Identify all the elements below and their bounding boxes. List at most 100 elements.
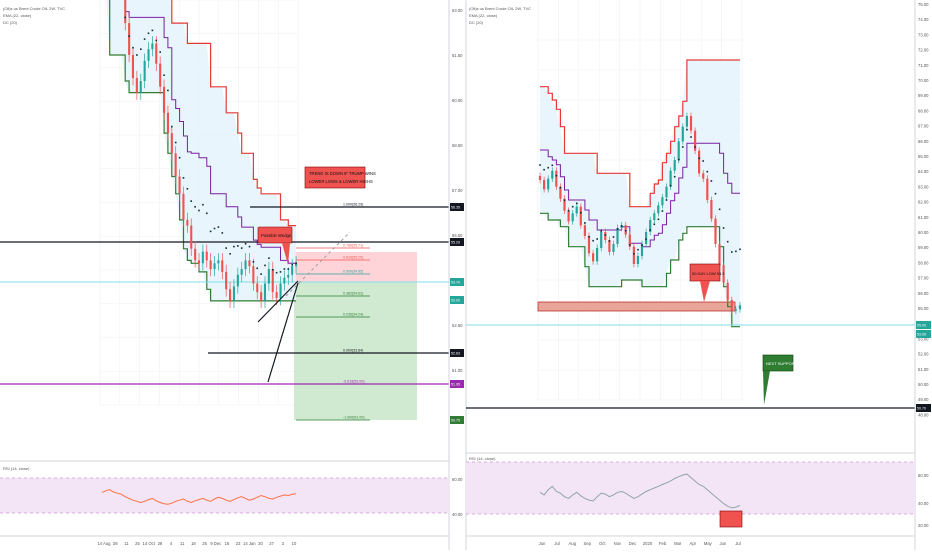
ema-dot	[584, 222, 586, 224]
time-tick-label: Oct	[599, 541, 606, 546]
candle-body	[248, 260, 251, 267]
time-tick-label: 25	[135, 541, 140, 546]
candle-body	[178, 176, 181, 194]
price-tick-label: 71.00	[918, 63, 929, 68]
candle-body	[718, 244, 721, 266]
lower-band-line	[540, 212, 740, 328]
ema-dot	[641, 244, 643, 247]
candle-body	[232, 286, 235, 301]
ema-dot	[272, 269, 274, 271]
right-chart-pane[interactable]: 50 DAY LOW 53.5 NEXT SUPPORT (Oil)s us B…	[466, 0, 931, 550]
resistance-note[interactable]: 50 DAY LOW 53.5	[689, 263, 725, 302]
candle-body	[155, 43, 158, 64]
ema-dot	[275, 271, 278, 274]
time-tick-label: 28	[113, 541, 118, 546]
ema-dot	[143, 38, 146, 40]
price-tag-label: 55.29	[451, 241, 460, 245]
candle-body	[616, 228, 619, 244]
candle-body	[151, 43, 154, 50]
ema-dot	[268, 257, 270, 259]
support-note[interactable]: NEXT SUPPORT	[762, 354, 798, 405]
candle-body	[640, 244, 644, 256]
target-zone	[294, 282, 417, 420]
candle-body	[710, 200, 713, 219]
left-rsi-band	[0, 478, 449, 513]
ema-dot	[155, 39, 158, 42]
ema-dot	[178, 156, 181, 159]
stop-loss-zone	[294, 252, 417, 282]
left-time-axis[interactable]: 14 Aug 28 11 25 14 Oct 28 4 11 18 25 9 Dec 16 23 14 J…	[97, 541, 297, 546]
left-rsi-legend: RSI (14, close)	[3, 466, 30, 471]
candle-body	[143, 60, 146, 81]
price-tick-label: 63.00	[918, 184, 929, 189]
ema-dot	[140, 48, 142, 50]
time-tick-label: Aug	[568, 541, 576, 546]
price-tick-label: 57.00	[452, 188, 463, 193]
price-tick-label: 68.00	[918, 108, 929, 113]
price-tag-box	[450, 278, 464, 286]
wedge-flag[interactable]: Possible Wedge	[257, 226, 293, 265]
left-legend: (Oil)s us Brent Crude OIL 2W, TVC EMA (2…	[3, 6, 65, 25]
ema-dot	[551, 164, 554, 167]
candle-body	[608, 240, 611, 252]
ema-dot	[124, 16, 126, 19]
ema-dot	[209, 230, 212, 233]
price-tick-label: 55.50	[452, 233, 463, 238]
ema-dot	[633, 252, 635, 255]
candle-body	[174, 153, 177, 177]
ema-dot	[167, 89, 169, 92]
ema-dot	[213, 227, 216, 230]
ema-dot	[287, 268, 290, 270]
ema-dot	[726, 240, 729, 243]
price-tick-label: 48.00	[918, 412, 929, 417]
ema-dot	[233, 245, 235, 248]
right-rsi-line	[539, 473, 741, 509]
ema-dot	[624, 229, 627, 232]
candle-body	[563, 198, 566, 211]
price-tick-label: 73.00	[918, 32, 929, 37]
ema-dot	[136, 54, 138, 56]
candle-body	[734, 309, 737, 311]
right-time-axis[interactable]: Jun Jul Aug Sep Oct Nov Dec 2020 Feb Mar Apr May Jun…	[539, 541, 741, 546]
time-tick-label: 28	[158, 541, 163, 546]
candle-body	[205, 251, 208, 261]
price-tick-label: 66.00	[918, 139, 929, 144]
candle-body	[190, 225, 193, 249]
price-tick-label: 50.00	[918, 382, 929, 387]
candle-body	[689, 116, 693, 131]
ema-dot	[206, 212, 208, 215]
time-tick-label: 27	[269, 541, 274, 546]
candle-body	[225, 271, 228, 290]
price-tick-label: 69.00	[918, 93, 929, 98]
time-tick-label: 2020	[643, 541, 653, 546]
ema-dot	[174, 141, 177, 144]
trend-note[interactable]: TREND IS DOWN IF TRUMP WINS LOWER LOWS &…	[304, 166, 376, 189]
price-tag-box	[450, 296, 464, 304]
left-chart-pane[interactable]: 1.000(56.29) 0.786(55.71) 0.618(55.25) 0.50…	[0, 0, 464, 550]
ema-dot	[563, 199, 566, 202]
price-tag-box	[450, 380, 464, 388]
candle-body	[722, 265, 725, 283]
ema-dot	[283, 268, 286, 270]
price-tick-label: 72.00	[918, 48, 929, 53]
candle-body	[163, 86, 166, 113]
resistance-note-label: 50 DAY LOW 53.5	[692, 271, 725, 276]
ema-dot	[225, 247, 227, 249]
candle-body	[600, 232, 603, 248]
price-tick-label: 52.50	[452, 323, 463, 328]
candle-body	[673, 160, 676, 171]
price-tick-label: 65.00	[918, 154, 929, 159]
ema-dot	[673, 175, 676, 178]
ema-dot	[735, 250, 737, 253]
ema-dot	[657, 218, 660, 221]
price-tag-label: 50.75	[451, 419, 460, 423]
candle-body	[135, 78, 138, 93]
candle-body	[252, 266, 255, 284]
ema-dot	[182, 177, 185, 179]
candle-body	[209, 260, 212, 270]
left-legend-symbol: (Oil)s us Brent Crude OIL 2W, TVC	[3, 6, 65, 11]
mid-band-line	[124, 0, 297, 264]
fib-level-label: 1.000(56.29)	[343, 203, 363, 207]
price-tick-label: 58.50	[452, 143, 463, 148]
